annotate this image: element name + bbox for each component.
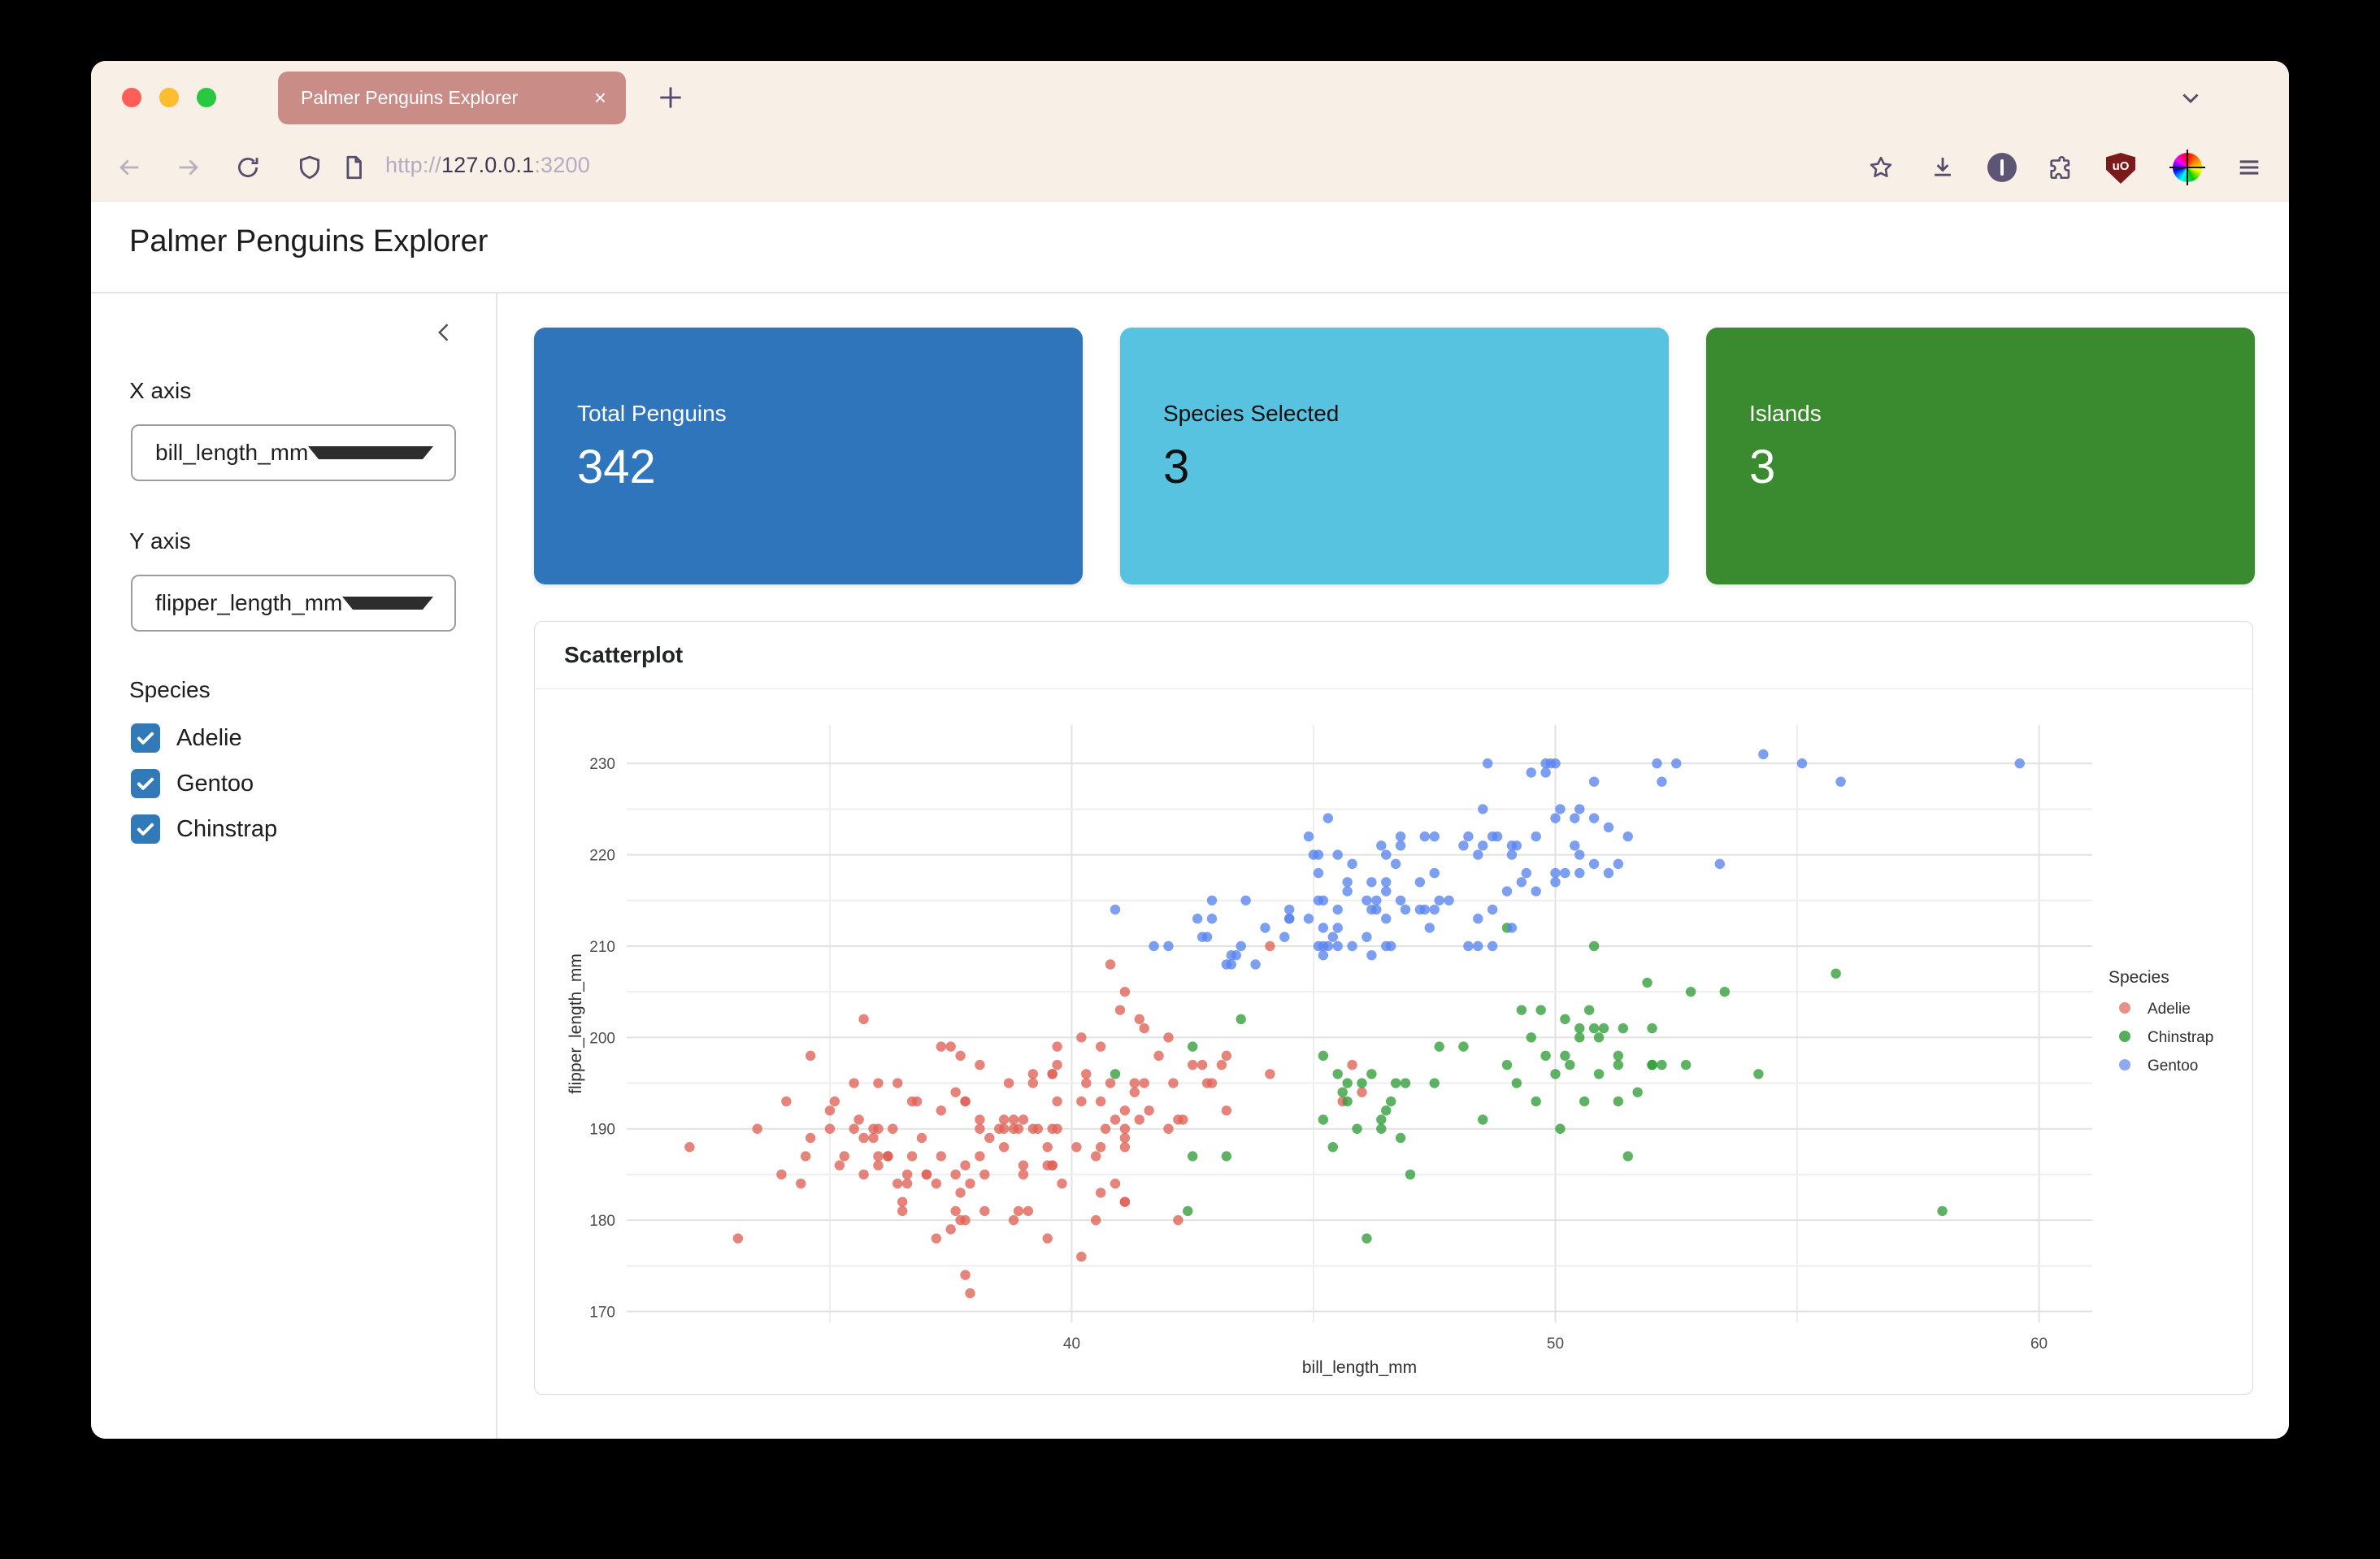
y-axis-label: Y axis — [129, 528, 191, 554]
svg-text:60: 60 — [2030, 1335, 2048, 1353]
x-axis-select[interactable]: bill_length_mm — [131, 424, 456, 481]
value-box-title: Species Selected — [1163, 401, 1340, 426]
value-box-title: Total Penguins — [577, 401, 727, 426]
page-info-icon[interactable] — [340, 154, 367, 181]
x-axis-title: bill_length_mm — [1302, 1358, 1417, 1377]
browser-window: Palmer Penguins Explorer × http://127.0.… — [91, 61, 2289, 1439]
checkbox-row-gentoo[interactable]: Gentoo — [131, 767, 254, 800]
svg-text:230: 230 — [589, 756, 615, 773]
tab-list-chevron-down-icon[interactable] — [2177, 84, 2204, 111]
species-label: Species — [129, 677, 211, 702]
traffic-light-close-icon[interactable] — [122, 88, 141, 107]
tab-title: Palmer Penguins Explorer — [301, 87, 519, 108]
value-box-value: 3 — [1163, 441, 1190, 493]
svg-text:170: 170 — [589, 1305, 615, 1322]
select-caret-down-icon — [342, 597, 433, 610]
new-tab-button[interactable] — [655, 82, 686, 113]
x-axis-label: X axis — [129, 378, 192, 403]
browser-tab[interactable]: Palmer Penguins Explorer × — [278, 72, 626, 124]
forward-icon[interactable] — [175, 154, 202, 181]
main-content: Total Penguins 342 Species Selected 3 Is… — [497, 293, 2289, 1439]
legend-label-chinstrap[interactable]: Chinstrap — [2148, 1029, 2213, 1046]
password-manager-icon[interactable] — [1987, 153, 2017, 182]
url-port: :3200 — [534, 153, 590, 177]
checkbox-row-chinstrap[interactable]: Chinstrap — [131, 813, 277, 845]
svg-text:200: 200 — [589, 1030, 615, 1047]
y-axis-select[interactable]: flipper_length_mm — [131, 575, 456, 632]
checkbox-label-chinstrap: Chinstrap — [176, 815, 278, 842]
shield-icon[interactable] — [296, 154, 324, 181]
card-title: Scatterplot — [564, 642, 684, 667]
legend-swatch-adelie[interactable] — [2119, 1002, 2130, 1014]
reload-icon[interactable] — [234, 154, 262, 181]
svg-text:190: 190 — [589, 1122, 615, 1139]
checkbox-chinstrap[interactable] — [131, 814, 160, 844]
svg-text:40: 40 — [1063, 1335, 1080, 1353]
svg-text:220: 220 — [589, 848, 615, 865]
legend-swatch-gentoo[interactable] — [2119, 1059, 2130, 1070]
color-wheel-extension-icon[interactable] — [2169, 150, 2205, 185]
value-box-islands: Islands 3 — [1706, 328, 2255, 584]
app-header: Palmer Penguins Explorer — [91, 202, 2289, 293]
navigation-toolbar: http://127.0.0.1:3200 uO — [91, 133, 2289, 202]
series-gentoo — [1110, 749, 2025, 970]
menu-hamburger-icon[interactable] — [2235, 154, 2263, 181]
value-box-total-penguins: Total Penguins 342 — [534, 328, 1083, 584]
value-box-species-selected: Species Selected 3 — [1120, 328, 1669, 584]
downloads-icon[interactable] — [1929, 154, 1957, 181]
bookmark-star-icon[interactable] — [1867, 154, 1895, 181]
check-icon — [137, 777, 154, 790]
traffic-light-minimize-icon[interactable] — [159, 88, 179, 107]
select-caret-down-icon — [308, 446, 433, 459]
check-icon — [137, 823, 154, 836]
url-protocol: http:// — [385, 153, 441, 177]
scatterplot-card: Scatterplot 170 180 190 200 210 220 230 40 50 60 b… — [534, 621, 2253, 1395]
url-bar[interactable]: http://127.0.0.1:3200 — [385, 153, 590, 178]
tab-close-icon[interactable]: × — [593, 85, 606, 110]
checkbox-gentoo[interactable] — [131, 769, 160, 798]
value-box-value: 3 — [1749, 441, 1776, 493]
scatterplot-area[interactable]: 170 180 190 200 210 220 230 40 50 60 bill_length_m… — [535, 689, 2252, 1395]
legend-title: Species — [2109, 968, 2169, 987]
x-axis-selected-value: bill_length_mm — [155, 440, 309, 465]
sidebar: X axis bill_length_mm Y axis flipper_len… — [91, 293, 497, 1439]
url-host: 127.0.0.1 — [441, 153, 535, 177]
check-icon — [137, 732, 154, 745]
ublock-origin-icon[interactable]: uO — [2106, 153, 2135, 184]
checkbox-adelie[interactable] — [131, 723, 160, 753]
svg-text:180: 180 — [589, 1213, 615, 1230]
sidebar-collapse-icon[interactable] — [429, 318, 458, 347]
legend-label-gentoo[interactable]: Gentoo — [2148, 1057, 2198, 1075]
legend: Species Adelie Chinstrap Gentoo — [2109, 968, 2213, 1075]
series-chinstrap — [1110, 923, 1948, 1244]
checkbox-label-adelie: Adelie — [176, 724, 242, 751]
svg-text:210: 210 — [589, 939, 615, 956]
legend-label-adelie[interactable]: Adelie — [2148, 1001, 2191, 1018]
extensions-puzzle-icon[interactable] — [2047, 154, 2074, 181]
card-header: Scatterplot — [535, 622, 2252, 689]
scatter-plot: 170 180 190 200 210 220 230 40 50 60 bill_length_m… — [567, 725, 2213, 1377]
legend-swatch-chinstrap[interactable] — [2119, 1031, 2130, 1042]
y-axis-title: flipper_length_mm — [567, 953, 585, 1094]
checkbox-label-gentoo: Gentoo — [176, 770, 254, 797]
value-box-title: Islands — [1749, 401, 1822, 426]
y-axis-selected-value: flipper_length_mm — [155, 590, 343, 615]
value-box-value: 342 — [577, 441, 656, 493]
page-title: Palmer Penguins Explorer — [129, 224, 489, 258]
series-adelie — [684, 940, 1367, 1299]
tab-strip: Palmer Penguins Explorer × — [91, 61, 2289, 133]
traffic-light-zoom-icon[interactable] — [197, 88, 216, 107]
svg-text:50: 50 — [1547, 1335, 1564, 1353]
checkbox-row-adelie[interactable]: Adelie — [131, 722, 242, 754]
back-icon[interactable] — [115, 154, 143, 181]
